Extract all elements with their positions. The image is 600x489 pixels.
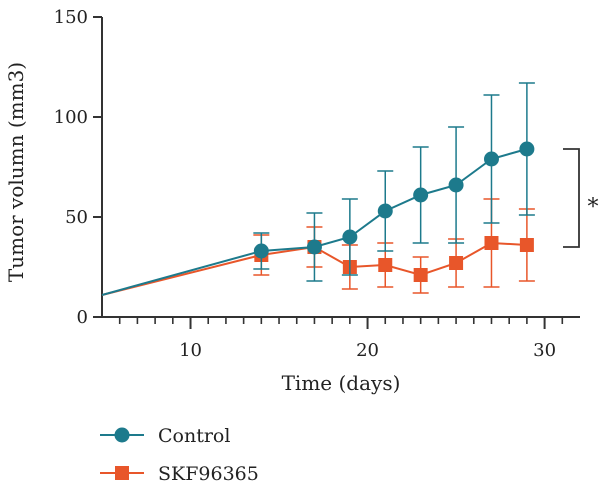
- x-tick-label: 30: [533, 340, 556, 361]
- legend-item-control: Control: [100, 425, 230, 447]
- data-point: [378, 258, 393, 272]
- y-axis-title: Tumor volumn (mm3): [4, 62, 28, 282]
- plot-area: [101, 82, 535, 296]
- data-point: [519, 141, 535, 157]
- data-point: [413, 187, 429, 203]
- data-point: [413, 268, 428, 282]
- data-point: [377, 203, 393, 219]
- legend-marker: [115, 466, 129, 480]
- data-point: [448, 177, 464, 193]
- legend-label: Control: [158, 425, 230, 447]
- x-tick-label: 20: [356, 340, 379, 361]
- y-axis: 0 50 100 150 Tumor volumn (mm3): [4, 7, 103, 328]
- y-ticks: 0 50 100 150: [54, 7, 102, 328]
- data-point: [306, 239, 322, 255]
- legend-marker: [114, 427, 130, 443]
- significance-bracket: [563, 148, 580, 248]
- data-point: [484, 236, 499, 250]
- x-tick-label: 10: [179, 340, 202, 361]
- x-axis: 10 20 30 Time (days): [102, 316, 580, 395]
- significance-star: *: [588, 195, 599, 220]
- y-tick-label: 50: [65, 207, 88, 228]
- data-point: [342, 229, 358, 245]
- y-tick-label: 0: [77, 307, 88, 328]
- significance-annotation: *: [563, 148, 599, 248]
- data-point: [519, 238, 534, 252]
- x-axis-title: Time (days): [282, 371, 401, 395]
- y-tick-label: 100: [54, 107, 88, 128]
- y-tick-label: 150: [54, 7, 88, 28]
- data-point: [483, 151, 499, 167]
- data-point: [253, 243, 269, 259]
- series-control: [101, 82, 535, 296]
- legend-item-skf96365: SKF96365: [100, 463, 259, 485]
- data-point: [449, 256, 464, 270]
- x-ticks: 10 20 30: [118, 317, 564, 361]
- legend-label: SKF96365: [158, 463, 259, 485]
- legend: Control SKF96365: [100, 425, 259, 485]
